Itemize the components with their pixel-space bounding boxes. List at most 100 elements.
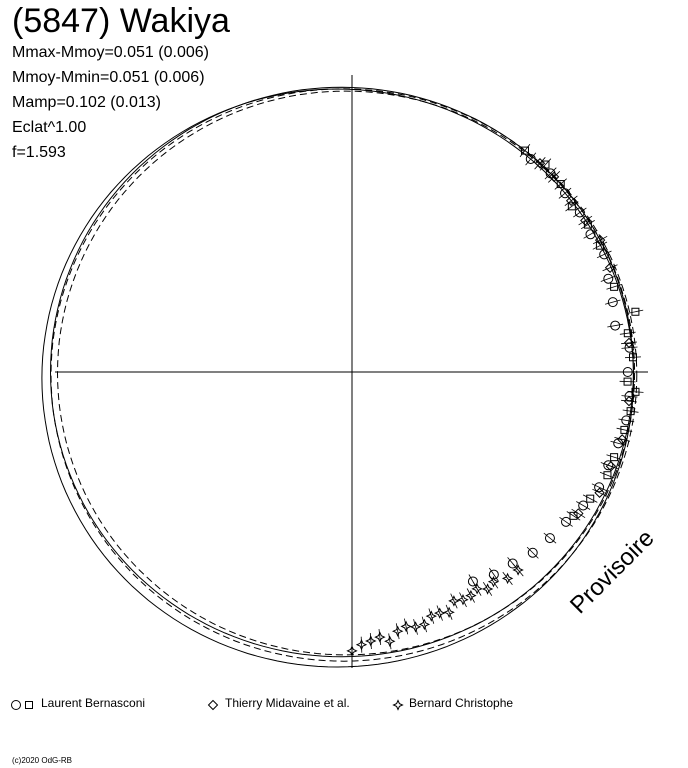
- data-point-diamond-3: [580, 215, 591, 226]
- data-point-square-2: [556, 180, 565, 189]
- error-bar-s1-12: [622, 409, 639, 413]
- data-point-square-8: [623, 329, 632, 338]
- lightcurve-dashed-2: [50, 88, 638, 662]
- data-point-star-6: [457, 594, 469, 606]
- error-bar-s0-7: [604, 299, 621, 305]
- error-bar-s0-11: [621, 395, 638, 398]
- data-point-square-12: [626, 407, 635, 416]
- data-point-circle-17: [561, 516, 572, 527]
- data-point-circle-14: [603, 460, 614, 471]
- error-bar-s1-15: [599, 471, 616, 479]
- data-point-circle-18: [544, 533, 555, 544]
- error-bar-s3-8: [445, 604, 453, 620]
- data-point-circle-12: [621, 415, 632, 426]
- data-point-square-15: [603, 471, 612, 480]
- data-point-circle-9: [624, 342, 635, 353]
- data-point-diamond-4: [594, 234, 606, 246]
- data-point-circle-3: [574, 207, 585, 218]
- error-bar-s0-0: [525, 152, 537, 166]
- data-point-star-3: [481, 583, 494, 595]
- error-bar-s0-12: [618, 418, 635, 423]
- data-point-star-2: [487, 576, 500, 588]
- error-bar-s1-11: [627, 390, 644, 393]
- error-bar-s2-0: [534, 157, 546, 170]
- error-bar-s3-0: [512, 563, 524, 577]
- data-point-star-11: [418, 618, 431, 631]
- lightcurve-solid-1: [41, 88, 635, 668]
- data-point-square-11: [631, 387, 640, 396]
- error-bar-s0-21: [488, 567, 499, 582]
- data-point-diamond-11: [573, 508, 584, 519]
- error-bar-s1-14: [606, 454, 622, 460]
- data-point-square-14: [610, 453, 619, 462]
- error-bar-s1-8: [619, 331, 636, 335]
- data-point-square-5: [595, 241, 604, 250]
- data-point-diamond-1: [548, 171, 560, 183]
- data-point-square-10: [623, 377, 632, 386]
- error-bar-s3-15: [388, 633, 392, 650]
- error-bar-s0-5: [596, 250, 612, 259]
- data-point-circle-2: [560, 188, 571, 199]
- error-bar-s3-11: [421, 616, 427, 633]
- error-bar-s0-13: [610, 440, 627, 446]
- data-point-star-1: [501, 572, 514, 585]
- param-f: f=1.593: [12, 144, 66, 161]
- error-bar-s0-2: [558, 187, 572, 199]
- chart-title: (5847) Wakiya: [12, 2, 230, 40]
- error-bar-s2-4: [592, 235, 608, 245]
- data-point-circle-20: [507, 558, 518, 569]
- error-bar-s3-18: [360, 636, 363, 653]
- data-point-circle-7: [607, 297, 618, 308]
- data-point-star-13: [400, 620, 412, 633]
- error-bar-s1-7: [627, 309, 644, 314]
- data-point-circle-0: [525, 153, 536, 164]
- data-point-circle-22: [467, 576, 478, 587]
- data-point-star-15: [384, 635, 396, 647]
- data-point-star-4: [471, 583, 483, 595]
- error-bar-s2-11: [571, 508, 586, 519]
- error-bar-s1-6: [606, 284, 622, 290]
- error-bar-s3-12: [413, 619, 418, 635]
- chart-axes: [55, 75, 648, 668]
- data-point-diamond-9: [605, 461, 617, 472]
- data-point-square-16: [586, 494, 595, 503]
- data-point-star-18: [355, 638, 368, 651]
- param-mamp: Mamp=0.102 (0.013): [12, 94, 161, 111]
- legend-symbol-star: [392, 699, 404, 711]
- data-point-square-3: [567, 202, 576, 211]
- legend-label-bernasconi: Laurent Bernasconi: [41, 696, 146, 710]
- error-bar-s0-18: [543, 532, 557, 544]
- error-bar-s0-9: [621, 346, 638, 349]
- error-bar-s0-1: [544, 167, 557, 180]
- error-bar-s1-17: [566, 511, 581, 521]
- error-bar-s1-10: [619, 380, 636, 383]
- error-bar-s2-1: [548, 171, 561, 183]
- error-bar-s0-15: [591, 483, 607, 491]
- error-bar-s3-4: [472, 581, 482, 596]
- error-bar-s0-16: [576, 501, 591, 510]
- data-point-star-19: [346, 645, 358, 657]
- legend-label-christophe: Bernard Christophe: [409, 696, 514, 710]
- copyright-text: (c)2020 OdG-RB: [12, 756, 73, 765]
- error-bar-s3-17: [369, 632, 372, 650]
- data-point-circle-4: [585, 229, 596, 240]
- data-point-diamond-6: [623, 337, 635, 349]
- data-point-circle-10: [622, 367, 633, 377]
- error-bar-s2-5: [602, 264, 618, 272]
- error-bar-s3-1: [502, 571, 513, 586]
- data-point-star-17: [365, 635, 377, 647]
- error-bar-s3-7: [450, 593, 458, 609]
- error-bar-s0-8: [607, 323, 624, 328]
- chart-points: [346, 144, 644, 659]
- error-bar-s1-9: [624, 356, 642, 359]
- error-bar-s2-10: [592, 488, 607, 497]
- error-bar-s1-5: [592, 241, 608, 250]
- error-bar-s0-3: [573, 207, 587, 218]
- data-point-star-0: [512, 564, 524, 576]
- error-bar-s2-6: [621, 341, 638, 345]
- data-point-diamond-0: [534, 158, 546, 169]
- error-bar-s3-6: [459, 592, 467, 608]
- error-bar-s2-3: [578, 215, 593, 226]
- data-point-circle-16: [578, 500, 589, 511]
- data-point-square-13: [620, 425, 629, 434]
